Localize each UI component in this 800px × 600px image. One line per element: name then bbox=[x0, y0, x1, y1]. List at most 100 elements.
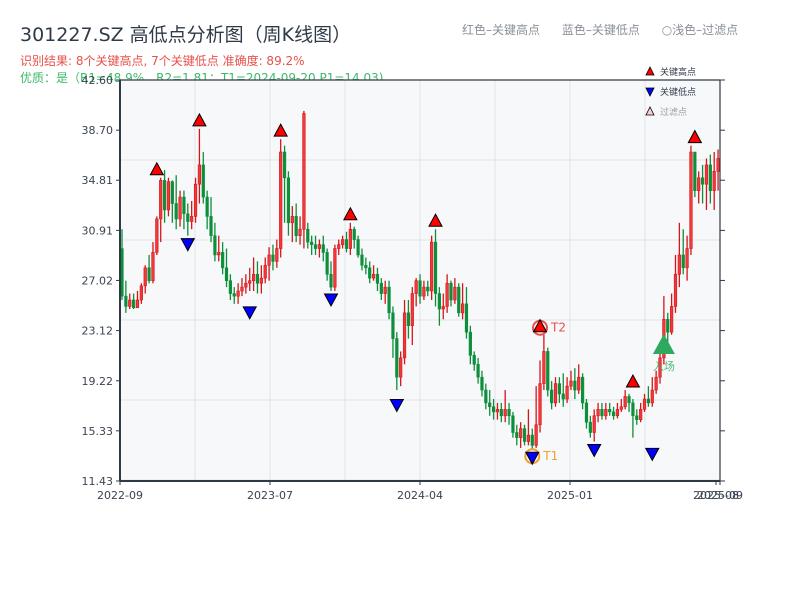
candle-down bbox=[205, 196, 209, 217]
candle-up bbox=[410, 293, 414, 327]
key-high-triangle-up-icon bbox=[625, 373, 641, 388]
candle-down bbox=[162, 180, 167, 211]
candle-up bbox=[371, 273, 376, 279]
y-tick-label: 42.60 bbox=[82, 74, 114, 87]
candle-down bbox=[313, 244, 318, 249]
candle-up bbox=[402, 312, 407, 359]
candle-down bbox=[449, 282, 453, 301]
y-tick-label: 30.91 bbox=[82, 224, 114, 237]
candle-up bbox=[503, 409, 507, 417]
key-high-triangle-up-icon bbox=[687, 129, 703, 144]
candle-down bbox=[352, 228, 356, 240]
legend-triangle-down-icon bbox=[645, 87, 655, 97]
candle-up bbox=[445, 282, 449, 307]
candle-down bbox=[282, 151, 287, 179]
candle-up bbox=[592, 415, 596, 433]
candle-down bbox=[550, 389, 554, 404]
legend-triangle-up-light-icon bbox=[645, 106, 655, 116]
candle-down bbox=[375, 273, 380, 284]
candle-down bbox=[387, 286, 391, 314]
x-tick-label: 2024-04 bbox=[397, 489, 443, 502]
candle-down bbox=[488, 402, 492, 408]
t1-label: T1 bbox=[542, 449, 558, 463]
candle-down bbox=[546, 351, 550, 391]
candle-up bbox=[422, 286, 426, 297]
color-legend: 红色–关键高点 蓝色–关键低点 ○浅色–过滤点 bbox=[462, 21, 738, 38]
candle-up bbox=[542, 351, 546, 384]
key-high-triangle-up-icon bbox=[273, 123, 289, 137]
key-low-triangle-down-icon bbox=[180, 238, 196, 252]
candle-up bbox=[526, 434, 531, 442]
candle-up bbox=[298, 228, 302, 236]
candle-up bbox=[275, 248, 279, 262]
candle-down bbox=[511, 415, 515, 433]
candle-up bbox=[673, 273, 678, 307]
candle-down bbox=[557, 383, 561, 395]
y-tick-label: 23.12 bbox=[82, 325, 114, 338]
candle-up bbox=[193, 183, 198, 217]
legend-light-filtered: ○浅色–过滤点 bbox=[661, 23, 739, 37]
candle-up bbox=[337, 244, 341, 249]
candle-down bbox=[666, 318, 670, 333]
candle-down bbox=[228, 280, 232, 294]
candle-up bbox=[619, 406, 623, 410]
x-tick-label: 2025-08 bbox=[693, 489, 739, 502]
key-low-triangle-down-icon bbox=[644, 447, 660, 462]
y-tick-label: 19.22 bbox=[82, 375, 114, 388]
candles bbox=[120, 110, 720, 450]
key-high-triangle-up-icon bbox=[428, 213, 443, 227]
candle-up bbox=[604, 409, 608, 417]
candle-up bbox=[267, 254, 271, 266]
candle-down bbox=[395, 338, 399, 378]
candle-up bbox=[399, 357, 403, 378]
candle-down bbox=[627, 396, 631, 404]
candle-up bbox=[263, 264, 267, 279]
candle-up bbox=[317, 244, 321, 249]
candle-down bbox=[631, 402, 635, 417]
candle-up bbox=[155, 218, 159, 253]
candle-up bbox=[677, 254, 681, 275]
x-tick-label: 2025-01 bbox=[547, 489, 593, 502]
candle-up bbox=[650, 389, 654, 404]
candle-up bbox=[251, 273, 256, 281]
candle-down bbox=[426, 286, 430, 292]
candle-down bbox=[124, 295, 128, 307]
candle-down bbox=[515, 432, 519, 438]
candle-down bbox=[120, 248, 124, 297]
candle-up bbox=[166, 181, 171, 211]
candle-down bbox=[635, 415, 639, 420]
candle-up bbox=[197, 164, 202, 185]
candle-up bbox=[190, 216, 194, 222]
candle-down bbox=[271, 254, 275, 262]
legend-label: 关键低点 bbox=[660, 86, 696, 98]
candle-up bbox=[716, 158, 720, 172]
candle-up bbox=[704, 164, 709, 185]
candle-down bbox=[364, 264, 368, 269]
candle-up bbox=[441, 306, 445, 310]
candle-down bbox=[484, 389, 488, 404]
candle-down bbox=[170, 181, 174, 204]
key-point-markers: T2 T1 入场 bbox=[149, 112, 703, 466]
candle-up bbox=[654, 376, 658, 391]
axes: 11.43 15.33 19.22 23.12 27.02 30.91 34.81 38.70… bbox=[82, 74, 743, 502]
entry-label: 入场 bbox=[653, 359, 675, 373]
candle-down bbox=[507, 409, 511, 417]
candle-up bbox=[519, 428, 523, 438]
candle-down bbox=[693, 151, 697, 191]
candle-down bbox=[468, 331, 472, 356]
candle-up bbox=[240, 286, 244, 292]
candle-down bbox=[224, 267, 229, 281]
candle-up bbox=[159, 180, 163, 220]
candle-up bbox=[333, 248, 337, 288]
candle-up bbox=[685, 248, 689, 269]
legend-label: 关键高点 bbox=[660, 66, 696, 78]
candle-down bbox=[325, 252, 329, 275]
candle-down bbox=[368, 267, 372, 279]
candle-down bbox=[329, 273, 333, 288]
candle-up bbox=[259, 277, 263, 284]
candle-up bbox=[244, 282, 248, 288]
candle-up bbox=[712, 171, 716, 191]
candle-down bbox=[561, 393, 565, 400]
candle-down bbox=[522, 428, 527, 442]
